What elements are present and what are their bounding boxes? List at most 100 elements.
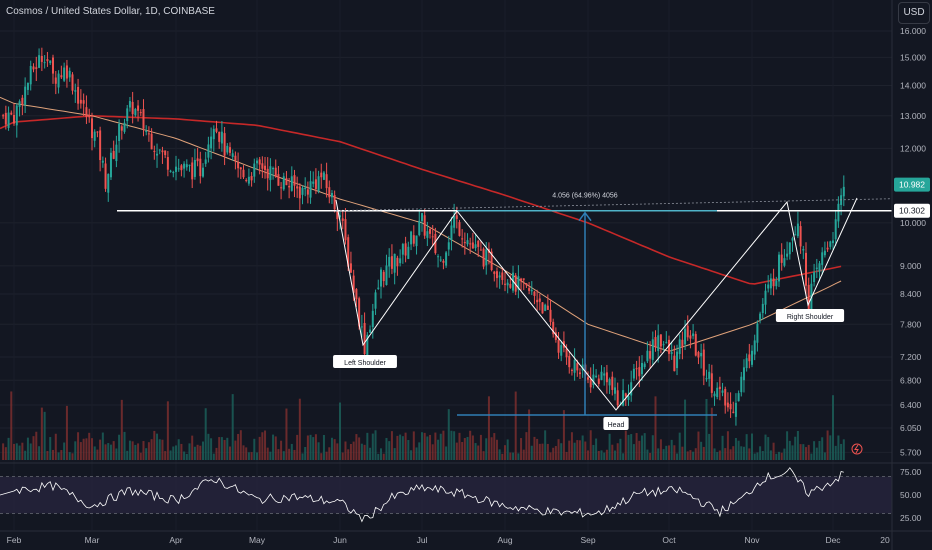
volume-bar — [778, 451, 780, 460]
price-tick-label: 6.800 — [900, 375, 922, 385]
candle-body — [115, 144, 118, 162]
currency-button[interactable]: USD — [898, 2, 930, 24]
volume-bar — [418, 442, 421, 460]
candle-body — [24, 86, 27, 105]
volume-bar — [88, 432, 91, 460]
volume-bar — [638, 440, 641, 460]
volume-bar — [128, 440, 131, 460]
candle-body — [366, 334, 369, 357]
volume-bar — [63, 442, 66, 460]
candle-body — [796, 223, 799, 237]
volume-bar — [673, 445, 676, 460]
volume-bar — [455, 442, 458, 460]
candle-body — [565, 348, 568, 358]
volume-bar — [578, 440, 581, 460]
volume-bar — [764, 434, 767, 460]
candle-body — [514, 275, 517, 292]
candle-body — [393, 253, 396, 273]
volume-bar — [605, 449, 608, 460]
volume-bar — [2, 443, 5, 460]
candle-body — [748, 354, 751, 362]
volume-bar — [737, 440, 740, 460]
volume-bar — [412, 431, 415, 460]
candle-body — [264, 165, 267, 170]
volume-bar — [662, 449, 665, 460]
left-shoulder-label-box — [333, 355, 397, 368]
time-tick-label: 20 — [880, 535, 890, 545]
volume-bar — [471, 435, 474, 460]
candle-body — [818, 263, 821, 272]
volume-bar — [231, 394, 234, 460]
candle-body — [764, 290, 767, 305]
candle-body — [218, 131, 221, 142]
candle-body — [134, 108, 137, 116]
volume-bar — [813, 441, 816, 460]
volume-bar — [358, 437, 361, 460]
candle-body — [794, 234, 797, 236]
candle-body — [298, 186, 301, 199]
volume-bar — [689, 450, 692, 460]
candle-body — [65, 65, 68, 79]
candle-body — [382, 271, 385, 282]
candle-body — [471, 242, 474, 249]
candle-body — [753, 340, 756, 355]
volume-bar — [196, 444, 199, 460]
volume-bar — [360, 443, 363, 460]
candle-body — [469, 243, 472, 245]
candle-body — [842, 186, 845, 197]
volume-bar — [10, 391, 13, 460]
volume-bar — [223, 440, 226, 460]
candle-body — [509, 283, 512, 288]
candle-body — [196, 158, 199, 162]
candle-body — [734, 402, 737, 417]
volume-bar — [479, 434, 482, 460]
volume-bar — [4, 447, 7, 460]
candle-body — [759, 313, 762, 320]
candle-body — [118, 123, 121, 142]
candle-body — [445, 252, 448, 266]
volume-bar — [52, 449, 54, 460]
candle-body — [139, 112, 142, 114]
volume-bar — [514, 391, 517, 460]
volume-bar — [686, 451, 689, 460]
volume-bar — [77, 432, 80, 460]
candle-body — [815, 267, 818, 269]
candle-body — [442, 260, 445, 263]
candle-body — [638, 367, 641, 377]
candle-body — [336, 211, 339, 220]
candle-body — [109, 152, 112, 178]
candle-body — [686, 325, 689, 338]
volume-bar — [772, 442, 775, 460]
volume-bar — [530, 445, 533, 460]
volume-bar — [112, 441, 115, 460]
candle-body — [668, 339, 670, 354]
candle-body — [522, 278, 525, 280]
volume-bar — [330, 437, 333, 460]
volume-bar — [237, 433, 240, 460]
volume-bar — [35, 431, 38, 460]
candle-body — [191, 162, 194, 180]
volume-bar — [172, 446, 175, 460]
volume-bar — [759, 446, 762, 460]
volume-bar — [788, 440, 791, 460]
volume-bar — [188, 443, 191, 460]
volume-bar — [595, 438, 598, 460]
candle-body — [576, 363, 579, 371]
volume-bar — [134, 444, 137, 460]
candle-body — [708, 371, 711, 379]
candle-body — [309, 181, 312, 198]
candle-body — [692, 333, 695, 337]
candle-body — [592, 374, 595, 386]
volume-bar — [627, 434, 630, 460]
candle-body — [482, 248, 485, 267]
left-shoulder-label: Left Shoulder — [344, 360, 386, 367]
symbol-title: Cosmos / United States Dollar, 1D, COINB… — [6, 6, 215, 17]
volume-bar — [339, 402, 341, 460]
candle-body — [88, 114, 91, 118]
volume-bar — [732, 446, 735, 460]
volume-bar — [775, 453, 778, 460]
candle-body — [504, 283, 506, 285]
volume-bar — [622, 453, 625, 460]
volume-bar — [525, 432, 528, 460]
